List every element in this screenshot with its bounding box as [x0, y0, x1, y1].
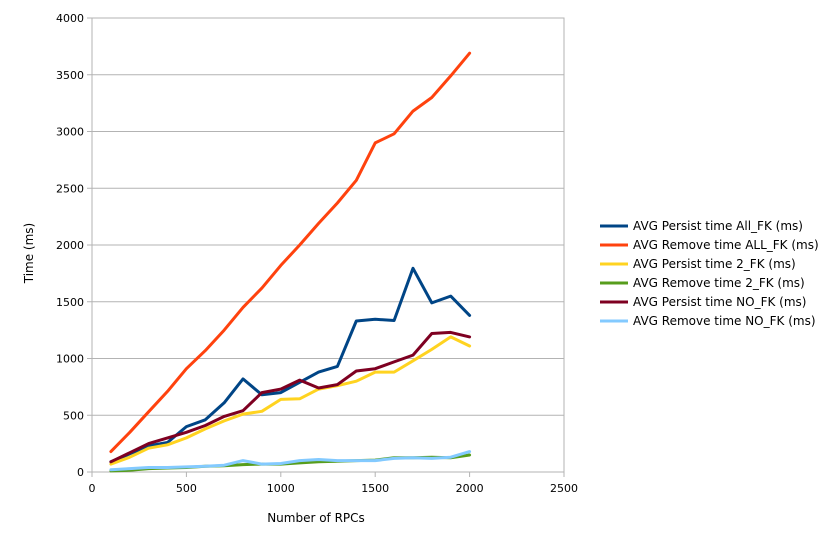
series-lines — [109, 51, 472, 473]
legend-label-5: AVG Persist time NO_FK (ms) — [633, 295, 806, 309]
y-tick-label: 500 — [63, 409, 84, 422]
series-line-1 — [109, 266, 472, 464]
x-tick-label: 1500 — [361, 482, 389, 495]
series-line-5 — [109, 330, 472, 464]
legend: AVG Persist time All_FK (ms) AVG Remove t… — [600, 219, 819, 328]
legend-label-6: AVG Remove time NO_FK (ms) — [633, 314, 816, 328]
series-line-2 — [109, 51, 472, 454]
x-tick-label: 500 — [176, 482, 197, 495]
y-tick-label: 2500 — [56, 182, 84, 195]
series-line-3 — [109, 335, 472, 466]
x-tick-label: 1000 — [267, 482, 295, 495]
x-tick-label: 0 — [89, 482, 96, 495]
series-line-6 — [109, 450, 472, 472]
legend-label-4: AVG Remove time 2_FK (ms) — [633, 276, 805, 290]
y-tick-label: 4000 — [56, 12, 84, 25]
x-tick-label: 2500 — [550, 482, 578, 495]
x-axis-title: Number of RPCs — [267, 511, 365, 525]
legend-label-2: AVG Remove time ALL_FK (ms) — [633, 238, 819, 252]
y-axis-title: Time (ms) — [22, 223, 36, 285]
y-tick-label: 0 — [77, 466, 84, 479]
y-tick-label: 3500 — [56, 69, 84, 82]
legend-label-3: AVG Persist time 2_FK (ms) — [633, 257, 796, 271]
y-tick-label: 2000 — [56, 239, 84, 252]
y-tick-label: 3000 — [56, 126, 84, 139]
gridlines — [92, 74, 564, 416]
x-tick-label: 2000 — [456, 482, 484, 495]
axis-ticks: 0 500 1000 1500 2000 2500 3000 3500 4000 0 500 1000… — [56, 12, 578, 495]
legend-label-1: AVG Persist time All_FK (ms) — [633, 219, 803, 233]
y-tick-label: 1500 — [56, 296, 84, 309]
y-tick-label: 1000 — [56, 353, 84, 366]
